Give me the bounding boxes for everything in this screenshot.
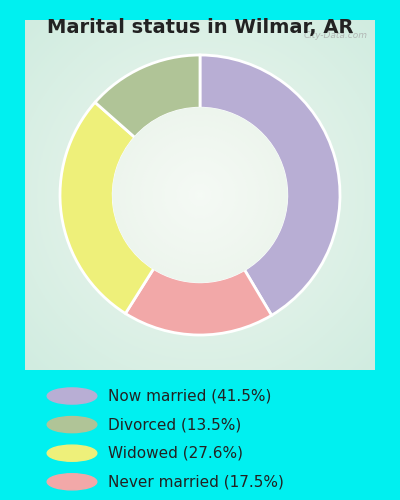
Circle shape xyxy=(47,416,97,432)
Circle shape xyxy=(185,180,215,210)
Wedge shape xyxy=(60,102,154,314)
Circle shape xyxy=(47,445,97,462)
Wedge shape xyxy=(200,55,340,316)
Circle shape xyxy=(125,120,275,270)
Circle shape xyxy=(134,129,266,261)
Circle shape xyxy=(188,183,212,207)
Circle shape xyxy=(176,171,224,219)
Circle shape xyxy=(179,174,221,216)
Circle shape xyxy=(137,132,263,258)
Circle shape xyxy=(167,162,233,228)
Circle shape xyxy=(155,150,245,240)
Wedge shape xyxy=(95,55,200,138)
Circle shape xyxy=(197,192,203,198)
Circle shape xyxy=(170,165,230,225)
Text: Widowed (27.6%): Widowed (27.6%) xyxy=(108,446,243,460)
Text: Never married (17.5%): Never married (17.5%) xyxy=(108,474,284,490)
Circle shape xyxy=(164,159,236,231)
Circle shape xyxy=(152,147,248,243)
Circle shape xyxy=(191,186,209,204)
Circle shape xyxy=(143,138,257,252)
Circle shape xyxy=(116,111,284,279)
Circle shape xyxy=(122,117,278,273)
Circle shape xyxy=(113,108,287,282)
Circle shape xyxy=(146,141,254,249)
Circle shape xyxy=(182,177,218,213)
Circle shape xyxy=(119,114,281,276)
Wedge shape xyxy=(126,268,272,335)
Circle shape xyxy=(47,474,97,490)
Circle shape xyxy=(140,135,260,255)
Circle shape xyxy=(47,388,97,404)
Circle shape xyxy=(194,189,206,201)
Circle shape xyxy=(161,156,239,234)
Circle shape xyxy=(158,153,242,237)
Text: Now married (41.5%): Now married (41.5%) xyxy=(108,388,271,404)
Text: Divorced (13.5%): Divorced (13.5%) xyxy=(108,417,241,432)
Circle shape xyxy=(149,144,251,246)
Text: Marital status in Wilmar, AR: Marital status in Wilmar, AR xyxy=(47,18,353,36)
Circle shape xyxy=(113,108,287,282)
Circle shape xyxy=(131,126,269,264)
Text: City-Data.com: City-Data.com xyxy=(304,30,368,40)
Circle shape xyxy=(173,168,227,222)
Circle shape xyxy=(128,123,272,267)
